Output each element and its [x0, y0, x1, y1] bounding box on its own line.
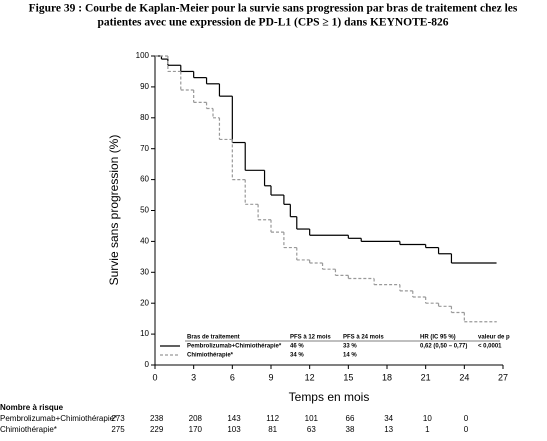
y-tick-label: 40 — [140, 237, 149, 246]
risk-value: 0 — [464, 425, 469, 434]
risk-value: 238 — [150, 414, 164, 423]
legend-header: PFS à 24 mois — [343, 335, 384, 341]
risk-value: 273 — [111, 414, 125, 423]
y-tick-label: 20 — [140, 298, 149, 307]
x-tick-label: 9 — [268, 372, 273, 382]
risk-value: 143 — [227, 414, 241, 423]
legend-label: Chimiothérapie* — [187, 353, 234, 359]
risk-value: 66 — [346, 414, 355, 423]
legend-cell: 14 % — [343, 353, 357, 359]
y-tick-label: 60 — [140, 175, 149, 184]
y-tick-label: 0 — [145, 360, 150, 369]
y-axis-label: Survie sans progression (%) — [107, 135, 121, 286]
y-tick-label: 100 — [136, 51, 150, 60]
risk-value: 10 — [423, 414, 432, 423]
x-tick-label: 0 — [152, 372, 157, 382]
risk-label: Pembrolizumab+Chimiothérapie* — [0, 414, 117, 423]
x-tick-label: 21 — [421, 372, 431, 382]
x-tick-label: 6 — [230, 372, 235, 382]
x-axis-label: Temps en mois — [289, 390, 370, 404]
y-tick-label: 30 — [140, 267, 149, 276]
x-tick-label: 18 — [382, 372, 392, 382]
risk-value: 81 — [268, 425, 277, 434]
risk-label: Chimiothérapie* — [0, 425, 57, 434]
legend-cell: 34 % — [290, 353, 304, 359]
legend-cell: 33 % — [343, 344, 357, 350]
x-tick-label: 15 — [343, 372, 353, 382]
risk-value: 103 — [227, 425, 241, 434]
y-tick-label: 80 — [140, 113, 149, 122]
x-tick-label: 12 — [305, 372, 315, 382]
risk-value: 112 — [266, 414, 279, 423]
risk-title: Nombre à risque — [0, 403, 64, 412]
chart-title: patientes avec une expression de PD-L1 (… — [97, 17, 448, 29]
legend-cell: < 0,0001 — [478, 344, 502, 350]
risk-value: 1 — [425, 425, 430, 434]
legend-header: HR (IC 95 %) — [420, 335, 456, 341]
risk-value: 170 — [189, 425, 203, 434]
risk-value: 63 — [307, 425, 316, 434]
x-tick-label: 3 — [191, 372, 196, 382]
risk-value: 208 — [189, 414, 203, 423]
y-tick-label: 70 — [140, 144, 149, 153]
chart-title: Figure 39 : Courbe de Kaplan-Meier pour … — [29, 3, 518, 15]
legend-header: Bras de traitement — [187, 335, 240, 341]
risk-value: 275 — [111, 425, 125, 434]
legend-cell: 46 % — [290, 344, 304, 350]
x-tick-label: 24 — [459, 372, 469, 382]
y-tick-label: 50 — [140, 206, 149, 215]
risk-value: 34 — [384, 414, 393, 423]
legend-header: PFS à 12 mois — [290, 335, 331, 341]
risk-value: 38 — [346, 425, 355, 434]
legend-cell: 0,62 (0,50 – 0,77) — [420, 344, 467, 350]
risk-value: 13 — [384, 425, 393, 434]
y-tick-label: 90 — [140, 82, 149, 91]
legend-label: Pembrolizumab+Chimiothérapie* — [187, 344, 282, 350]
risk-value: 101 — [305, 414, 319, 423]
risk-value: 229 — [150, 425, 164, 434]
y-tick-label: 10 — [140, 329, 149, 338]
risk-value: 0 — [464, 414, 469, 423]
x-tick-label: 27 — [498, 372, 508, 382]
legend-header: valeur de p — [478, 335, 510, 341]
